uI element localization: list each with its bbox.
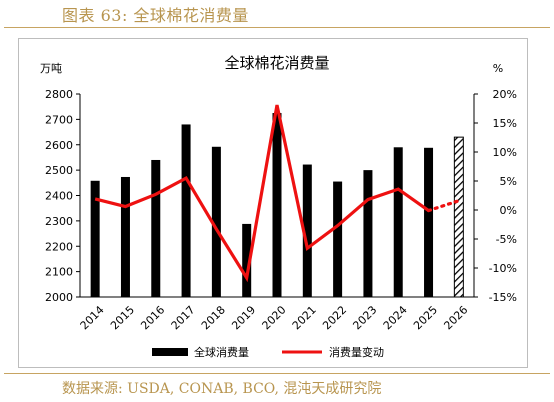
- bar: [363, 170, 373, 297]
- left-tick-label: 2300: [45, 215, 73, 228]
- top-rule: [4, 27, 550, 28]
- x-tick-label: 2021: [290, 303, 319, 332]
- bar: [333, 181, 343, 297]
- bar: [181, 124, 191, 297]
- left-tick-label: 2200: [45, 240, 73, 253]
- source-note: 数据来源: USDA, CONAB, BCO, 混沌天成研究院: [62, 381, 382, 397]
- bottom-rule: [4, 373, 550, 374]
- x-tick-label: 2024: [381, 303, 410, 332]
- legend-label-line: 消费量变动: [329, 345, 384, 359]
- right-tick-label: 20%: [493, 88, 517, 101]
- x-tick-label: 2023: [350, 303, 379, 332]
- left-axis-unit: 万吨: [40, 62, 62, 75]
- right-tick-label: 5%: [500, 175, 517, 188]
- legend: 全球消费量 消费量变动: [152, 345, 384, 359]
- left-tick-label: 2500: [45, 164, 73, 177]
- bar: [302, 164, 312, 297]
- right-axis-unit: %: [493, 62, 503, 75]
- x-tick-label: 2020: [260, 303, 289, 332]
- change-line: [94, 104, 430, 283]
- left-tick-label: 2800: [45, 88, 73, 101]
- x-tick-label: 2019: [229, 303, 258, 332]
- left-tick-label: 2700: [45, 113, 73, 126]
- legend-swatch-bar: [152, 348, 188, 356]
- change-line-forecast: [426, 199, 461, 213]
- chart-title: 全球棉花消费量: [224, 54, 329, 72]
- legend-label-bar: 全球消费量: [194, 345, 249, 359]
- left-tick-label: 2400: [45, 190, 73, 203]
- x-tick-label: 2018: [199, 303, 228, 332]
- plot-area: 2800 2700 2600 2500 2400 2300 2200 2100 2000 20% 1…: [45, 88, 517, 359]
- chart-frame: [18, 38, 528, 368]
- x-tick-label: 2017: [169, 303, 198, 332]
- x-tick-label: 2026: [441, 303, 470, 332]
- right-tick-label: -10%: [489, 262, 517, 275]
- x-tick-label: 2015: [108, 303, 137, 332]
- bar: [272, 113, 282, 297]
- right-tick-label: -5%: [496, 233, 517, 246]
- right-tick-label: -15%: [489, 291, 517, 304]
- bar: [120, 176, 130, 297]
- x-tick-label: 2025: [411, 303, 440, 332]
- left-tick-label: 2000: [45, 291, 73, 304]
- bar: [424, 147, 434, 297]
- left-tick-label: 2600: [45, 139, 73, 152]
- x-tick-label: 2014: [78, 303, 107, 332]
- right-tick-label: 15%: [493, 117, 517, 130]
- bar: [151, 159, 161, 297]
- bar: [211, 146, 221, 297]
- bar: [242, 223, 252, 297]
- bar-forecast: [453, 136, 464, 298]
- left-tick-label: 2100: [45, 266, 73, 279]
- figure-title: 图表 63: 全球棉花消费量: [62, 6, 249, 25]
- bar: [90, 180, 100, 297]
- bar: [393, 147, 403, 297]
- right-tick-label: 0%: [500, 204, 517, 217]
- right-tick-label: 10%: [493, 146, 517, 159]
- x-tick-label: 2022: [320, 303, 349, 332]
- x-tick-label: 2016: [138, 303, 167, 332]
